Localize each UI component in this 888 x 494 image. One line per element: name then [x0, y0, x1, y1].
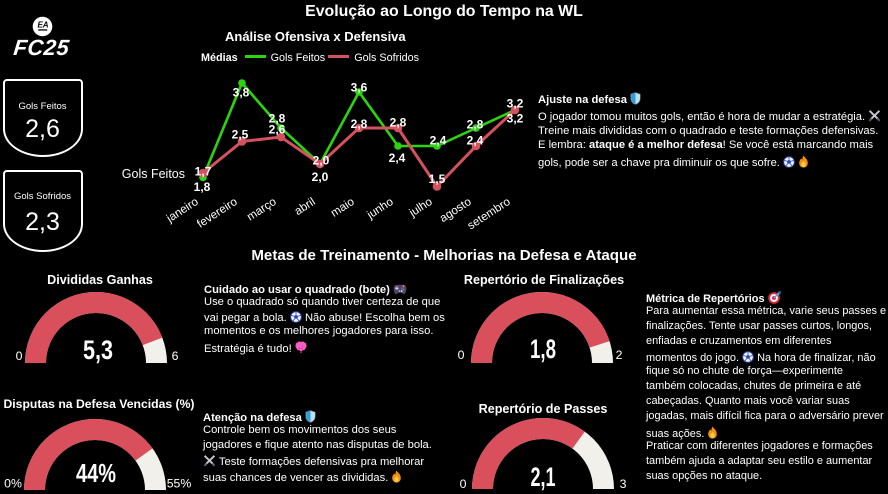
- svg-text:1,8: 1,8: [194, 180, 211, 194]
- svg-text:2,4: 2,4: [467, 134, 484, 148]
- svg-text:3: 3: [620, 477, 627, 491]
- svg-text:3,2: 3,2: [507, 112, 524, 126]
- svg-text:2,0: 2,0: [312, 170, 329, 184]
- svg-text:5,3: 5,3: [83, 335, 113, 365]
- svg-text:3,2: 3,2: [507, 97, 524, 111]
- svg-text:3,6: 3,6: [351, 81, 368, 95]
- svg-text:2,8: 2,8: [269, 112, 286, 126]
- svg-text:1,5: 1,5: [429, 172, 446, 186]
- svg-text:2,6: 2,6: [269, 123, 286, 137]
- svg-text:2,8: 2,8: [390, 116, 407, 130]
- svg-text:2,5: 2,5: [232, 128, 249, 142]
- svg-text:1,7: 1,7: [195, 165, 212, 179]
- svg-text:0: 0: [458, 348, 465, 362]
- svg-text:2: 2: [616, 348, 623, 362]
- svg-text:0: 0: [16, 349, 23, 363]
- svg-text:Gols Feitos: Gols Feitos: [122, 167, 185, 181]
- svg-text:2,8: 2,8: [467, 118, 484, 132]
- svg-text:2,0: 2,0: [313, 154, 330, 168]
- svg-text:Repertório de Passes: Repertório de Passes: [479, 402, 608, 416]
- svg-text:44%: 44%: [76, 458, 116, 488]
- svg-text:2,4: 2,4: [389, 151, 406, 165]
- svg-text:3,8: 3,8: [233, 86, 250, 100]
- svg-text:EA: EA: [37, 21, 48, 30]
- svg-text:Disputas na Defesa Vencidas (%: Disputas na Defesa Vencidas (%): [3, 397, 194, 411]
- svg-text:Repertório de Finalizações: Repertório de Finalizações: [464, 273, 624, 287]
- svg-text:1,8: 1,8: [530, 334, 556, 364]
- svg-text:Divididas Ganhas: Divididas Ganhas: [47, 273, 153, 287]
- svg-text:55%: 55%: [167, 477, 192, 491]
- svg-text:0: 0: [460, 477, 467, 491]
- svg-text:6: 6: [172, 349, 179, 363]
- svg-text:2,1: 2,1: [531, 462, 556, 492]
- svg-text:0%: 0%: [4, 477, 22, 491]
- svg-text:FC25: FC25: [12, 35, 71, 60]
- svg-text:2,8: 2,8: [351, 117, 368, 131]
- svg-text:2,4: 2,4: [430, 134, 447, 148]
